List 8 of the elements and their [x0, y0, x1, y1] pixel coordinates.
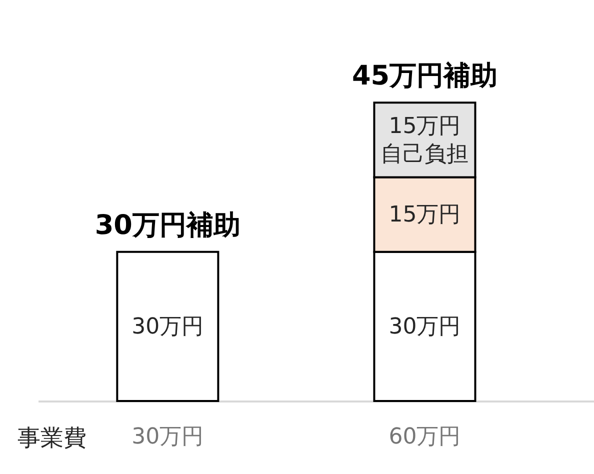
data-label: 15万円 [388, 202, 461, 228]
annotation: 30万円補助 [94, 210, 240, 241]
data-label: 15万円自己負担 [380, 114, 469, 167]
data-label: 30万円 [132, 314, 204, 340]
data-label: 30万円 [388, 314, 461, 340]
x-tick-label: 60万円 [388, 424, 461, 450]
x-axis-title: 事業費 [18, 426, 86, 452]
annotation: 45万円補助 [352, 60, 498, 92]
